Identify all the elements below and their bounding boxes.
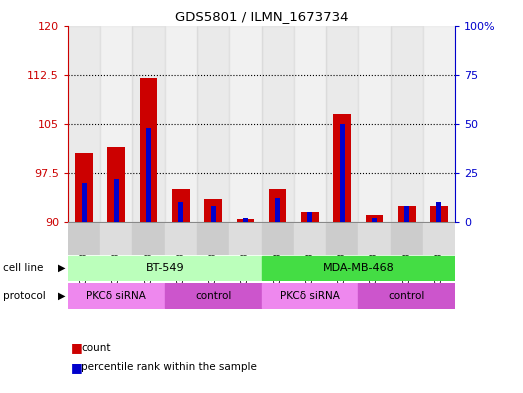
Text: MDA-MB-468: MDA-MB-468: [322, 263, 394, 273]
Bar: [294, 223, 326, 255]
Bar: [430, 206, 448, 222]
Bar: [437, 202, 441, 222]
Bar: [262, 256, 455, 281]
Bar: [333, 114, 351, 222]
Bar: [423, 223, 455, 255]
Bar: [211, 206, 215, 222]
Bar: [229, 223, 262, 255]
Bar: [165, 26, 197, 222]
Bar: [132, 26, 165, 222]
Text: ▶: ▶: [58, 263, 65, 273]
Bar: [204, 199, 222, 222]
Bar: [68, 26, 100, 222]
Text: cell line: cell line: [3, 263, 43, 273]
Bar: [358, 26, 391, 222]
Bar: [114, 179, 119, 222]
Bar: [243, 218, 248, 222]
Text: ■: ■: [71, 361, 82, 374]
Bar: [178, 202, 183, 222]
Bar: [100, 223, 132, 255]
Text: control: control: [195, 291, 231, 301]
Text: percentile rank within the sample: percentile rank within the sample: [81, 362, 257, 373]
Bar: [140, 78, 157, 222]
Bar: [236, 219, 254, 222]
Bar: [358, 223, 391, 255]
Bar: [68, 256, 262, 281]
Bar: [423, 26, 455, 222]
Text: control: control: [389, 291, 425, 301]
Bar: [404, 206, 409, 222]
Bar: [68, 223, 100, 255]
Bar: [275, 198, 280, 222]
Bar: [197, 223, 229, 255]
Bar: [340, 124, 345, 222]
Bar: [197, 26, 229, 222]
Text: BT-549: BT-549: [145, 263, 184, 273]
Text: PKCδ siRNA: PKCδ siRNA: [86, 291, 146, 301]
Bar: [262, 283, 358, 308]
Bar: [132, 223, 165, 255]
Text: ■: ■: [71, 341, 82, 354]
Bar: [165, 283, 262, 308]
Bar: [372, 218, 377, 222]
Text: GDS5801 / ILMN_1673734: GDS5801 / ILMN_1673734: [175, 10, 348, 23]
Bar: [108, 147, 125, 222]
Bar: [262, 26, 294, 222]
Bar: [366, 215, 383, 222]
Bar: [262, 223, 294, 255]
Bar: [100, 26, 132, 222]
Bar: [398, 206, 415, 222]
Bar: [294, 26, 326, 222]
Bar: [146, 128, 151, 222]
Bar: [391, 223, 423, 255]
Text: ▶: ▶: [58, 291, 65, 301]
Bar: [75, 153, 93, 222]
Text: count: count: [81, 343, 110, 353]
Bar: [391, 26, 423, 222]
Bar: [308, 212, 312, 222]
Bar: [326, 26, 358, 222]
Text: PKCδ siRNA: PKCδ siRNA: [280, 291, 340, 301]
Bar: [68, 283, 165, 308]
Bar: [82, 183, 86, 222]
Bar: [269, 189, 287, 222]
Bar: [229, 26, 262, 222]
Bar: [358, 283, 455, 308]
Bar: [165, 223, 197, 255]
Bar: [172, 189, 190, 222]
Text: protocol: protocol: [3, 291, 46, 301]
Bar: [301, 212, 319, 222]
Bar: [326, 223, 358, 255]
